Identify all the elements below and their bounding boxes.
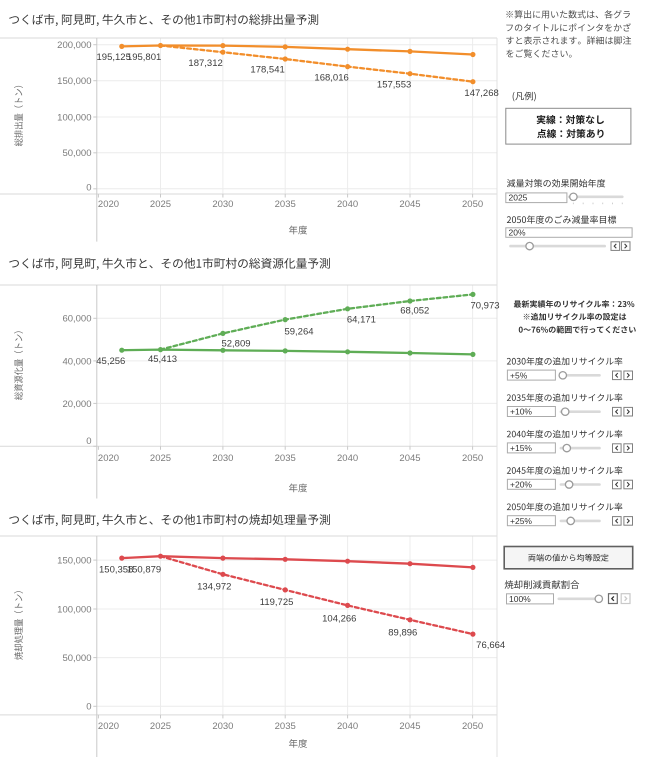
svg-text:2035: 2035 <box>275 721 296 732</box>
svg-text:100,000: 100,000 <box>57 112 91 123</box>
svg-text:50,000: 50,000 <box>62 148 91 159</box>
svg-text:+15%: +15% <box>510 443 532 453</box>
svg-text:0: 0 <box>86 436 91 447</box>
svg-text:76,664: 76,664 <box>476 640 505 651</box>
svg-text:2050: 2050 <box>462 721 483 732</box>
svg-text:119,725: 119,725 <box>260 597 294 608</box>
svg-text:157,553: 157,553 <box>377 79 411 90</box>
svg-text:150,358: 150,358 <box>99 564 133 575</box>
svg-text:20%: 20% <box>509 228 526 238</box>
svg-text:168,016: 168,016 <box>314 73 348 84</box>
svg-text:134,972: 134,972 <box>197 582 231 593</box>
svg-text:195,801: 195,801 <box>127 52 161 63</box>
svg-text:2025: 2025 <box>509 193 528 203</box>
svg-text:2025: 2025 <box>150 453 171 464</box>
svg-text:200,000: 200,000 <box>57 40 91 51</box>
svg-text:104,266: 104,266 <box>322 613 356 624</box>
svg-text:2050: 2050 <box>462 453 483 464</box>
svg-text:150,000: 150,000 <box>57 556 91 567</box>
svg-text:2045: 2045 <box>399 721 420 732</box>
svg-text:52,809: 52,809 <box>221 338 250 349</box>
svg-text:2050: 2050 <box>462 199 483 210</box>
svg-text:2040: 2040 <box>337 453 358 464</box>
svg-text:89,896: 89,896 <box>388 628 417 639</box>
svg-text:59,264: 59,264 <box>284 326 313 337</box>
svg-text:+5%: +5% <box>510 370 528 380</box>
svg-text:50,000: 50,000 <box>62 653 91 664</box>
svg-text:2040: 2040 <box>337 721 358 732</box>
svg-text:100%: 100% <box>509 594 531 604</box>
svg-text:2030: 2030 <box>212 721 233 732</box>
svg-text:+25%: +25% <box>510 516 532 526</box>
svg-text:2045: 2045 <box>399 199 420 210</box>
svg-text:2025: 2025 <box>150 199 171 210</box>
svg-text:147,268: 147,268 <box>464 88 498 99</box>
svg-text:195,125: 195,125 <box>97 52 131 63</box>
svg-text:2035: 2035 <box>275 199 296 210</box>
svg-text:70,973: 70,973 <box>470 301 499 312</box>
svg-text:2025: 2025 <box>150 721 171 732</box>
svg-text:178,541: 178,541 <box>250 64 284 75</box>
svg-text:64,171: 64,171 <box>347 314 376 325</box>
svg-text:2030: 2030 <box>212 199 233 210</box>
svg-text:150,879: 150,879 <box>127 564 161 575</box>
svg-text:2030: 2030 <box>212 453 233 464</box>
svg-text:2040: 2040 <box>337 199 358 210</box>
svg-text:45,256: 45,256 <box>96 356 125 367</box>
svg-text:20,000: 20,000 <box>62 399 91 410</box>
svg-text:187,312: 187,312 <box>188 58 222 69</box>
svg-text:40,000: 40,000 <box>62 356 91 367</box>
svg-text:2020: 2020 <box>98 721 119 732</box>
svg-text:60,000: 60,000 <box>62 314 91 325</box>
svg-text:2045: 2045 <box>399 453 420 464</box>
svg-text:45,413: 45,413 <box>148 354 177 365</box>
svg-text:0: 0 <box>86 182 91 193</box>
svg-text:2020: 2020 <box>98 453 119 464</box>
svg-text:0: 0 <box>86 701 91 712</box>
svg-text:150,000: 150,000 <box>57 76 91 87</box>
svg-text:2035: 2035 <box>275 453 296 464</box>
svg-text:100,000: 100,000 <box>57 604 91 615</box>
svg-text:+20%: +20% <box>510 480 532 490</box>
svg-text:68,052: 68,052 <box>400 305 429 316</box>
svg-text:+10%: +10% <box>510 407 532 417</box>
svg-text:2020: 2020 <box>98 199 119 210</box>
